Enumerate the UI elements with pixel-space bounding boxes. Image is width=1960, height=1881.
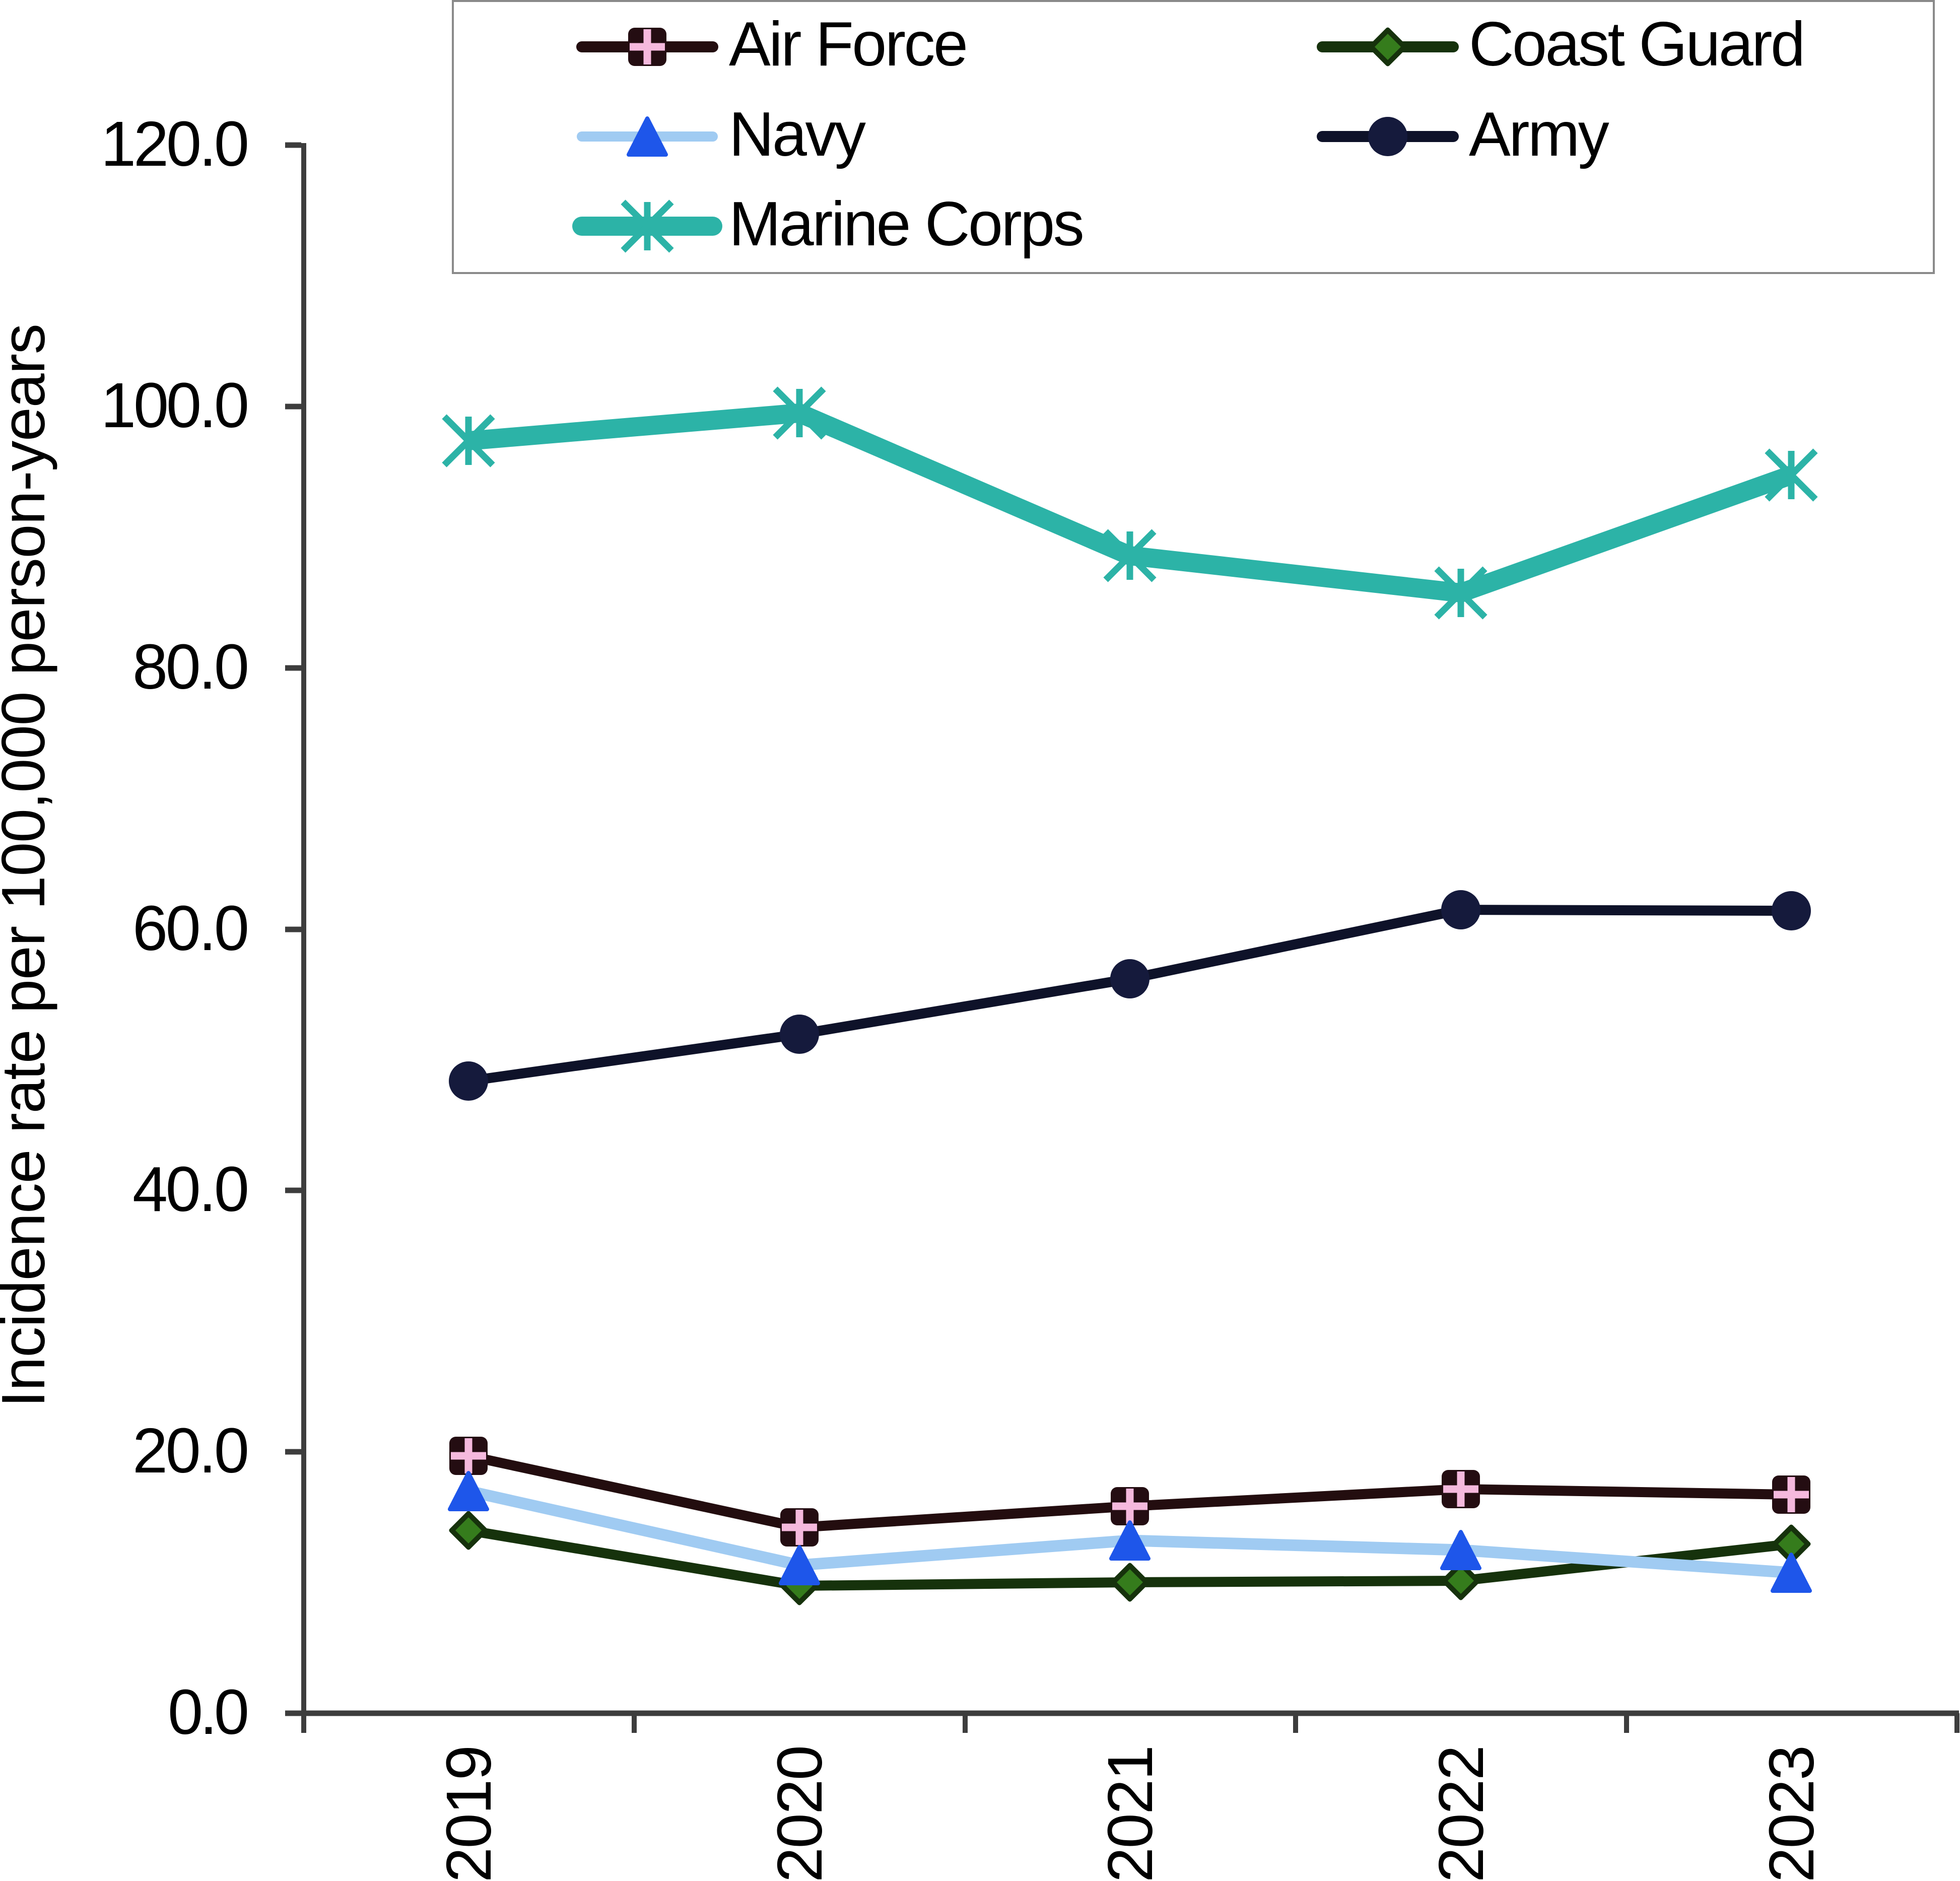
svg-text:60.0: 60.0	[132, 893, 249, 964]
svg-text:2023: 2023	[1756, 1745, 1827, 1881]
svg-text:40.0: 40.0	[132, 1154, 249, 1225]
svg-text:Incidence rate per 100,000 per: Incidence rate per 100,000 person-years	[0, 324, 57, 1407]
svg-text:Army: Army	[1469, 100, 1609, 169]
svg-text:Air Force: Air Force	[729, 10, 966, 79]
svg-text:2022: 2022	[1426, 1745, 1497, 1881]
svg-text:0.0: 0.0	[168, 1676, 249, 1748]
svg-text:2021: 2021	[1095, 1745, 1166, 1881]
svg-text:20.0: 20.0	[132, 1415, 249, 1486]
svg-text:Navy: Navy	[729, 100, 866, 169]
svg-text:120.0: 120.0	[101, 108, 249, 179]
svg-text:100.0: 100.0	[101, 370, 249, 441]
svg-text:2019: 2019	[433, 1745, 504, 1881]
svg-text:80.0: 80.0	[132, 631, 249, 702]
svg-text:Coast Guard: Coast Guard	[1469, 10, 1804, 79]
svg-text:Marine Corps: Marine Corps	[729, 189, 1083, 259]
svg-text:2020: 2020	[764, 1745, 835, 1881]
